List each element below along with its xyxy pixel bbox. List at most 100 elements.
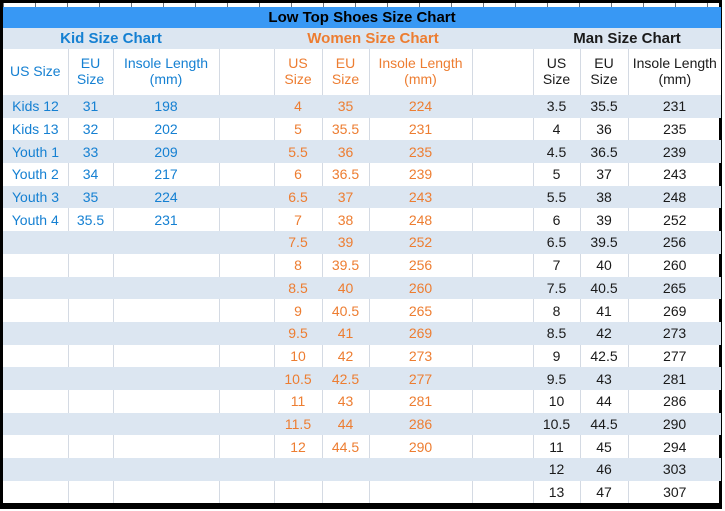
spacer-cell [219, 95, 274, 118]
cell-kid-insole [113, 412, 219, 436]
cell-kid-us [3, 344, 69, 368]
spacer-cell [219, 480, 275, 504]
cell-man-eu: 39.5 [580, 231, 628, 254]
cell-women-insole: 239 [369, 163, 473, 186]
cell-kid-insole [113, 344, 220, 368]
cell-man-us: 6.5 [533, 231, 580, 254]
cell-man-us: 9 [533, 344, 581, 368]
cell-women-insole [369, 458, 472, 481]
spacer-cell [219, 185, 274, 209]
cell-kid-eu [68, 458, 113, 481]
cell-man-eu: 46 [580, 458, 628, 481]
spacer-cell [219, 140, 274, 164]
cell-kid-insole [113, 299, 220, 322]
cell-man-insole: 307 [663, 484, 687, 501]
cell-man-us: 10.5 [533, 412, 580, 436]
cell-women-eu: 36.5 [322, 163, 370, 186]
cell-kid-eu: 35.5 [68, 208, 114, 232]
cell-kid-insole [113, 435, 220, 458]
cell-women-us: 11.5 [274, 412, 322, 436]
spacer-cell [219, 389, 275, 413]
cell-kid-us: Kids 13 [3, 117, 69, 141]
cell-man-insole: 294 [663, 438, 687, 455]
cell-man-eu: 35.5 [580, 95, 628, 118]
cell-kid-us [3, 367, 68, 390]
cell-man-eu: 40.5 [580, 276, 628, 300]
table-row: 8.5 40 260 7.5 40.5 265 [3, 276, 722, 300]
cell-women-insole: 243 [369, 185, 472, 209]
cell-women-insole [369, 480, 473, 504]
table-row: Youth 1 33 209 5.5 36 235 4.5 36.5 239 [3, 140, 722, 164]
cell-man-us: 7 [533, 253, 581, 277]
cell-women-insole: 231 [369, 117, 473, 141]
cell-kid-eu [68, 389, 114, 413]
cell-kid-insole [113, 480, 220, 504]
cell-women-us: 7 [274, 208, 323, 232]
cell-kid-us [3, 412, 68, 436]
cell-man-insole: 277 [663, 347, 687, 364]
cell-man-us: 6 [533, 208, 581, 232]
spacer-cell [219, 253, 275, 277]
cell-man-eu: 41 [580, 299, 629, 322]
spacer-cell [472, 231, 533, 254]
kid-eu-size-header: EU Size [68, 49, 114, 95]
size-chart-table: Low Top Shoes Size Chart Kid Size Chart … [3, 7, 722, 504]
cell-kid-insole: 209 [113, 140, 219, 164]
women-eu-size-header: EU Size [322, 49, 370, 95]
cell-kid-us [3, 435, 69, 458]
cell-kid-us [3, 299, 69, 322]
cell-women-us: 9.5 [274, 321, 322, 345]
cell-women-us: 9 [274, 299, 323, 322]
cell-man-insole: 303 [628, 458, 722, 481]
cell-kid-us [3, 253, 69, 277]
cell-women-us: 11 [274, 389, 323, 413]
spacer-cell [472, 480, 534, 504]
cell-kid-us: Youth 2 [3, 163, 69, 186]
cell-man-insole: 235 [663, 121, 687, 138]
table-row: 9 40.5 265 8 41 269 [3, 299, 721, 322]
cell-man-eu: 44.5 [580, 412, 628, 436]
spacer-cell [219, 321, 274, 345]
cell-man-us: 9.5 [533, 367, 580, 390]
table-row: 11.5 44 286 10.5 44.5 290 [3, 412, 722, 436]
cell-women-eu: 35 [322, 95, 369, 118]
cell-women-us: 12 [274, 435, 323, 458]
cell-women-us: 8.5 [274, 276, 322, 300]
cell-kid-eu: 31 [68, 95, 113, 118]
spacer-cell [472, 321, 533, 345]
cell-man-eu: 43 [580, 367, 628, 390]
cell-man-insole: 248 [628, 185, 722, 209]
spacer-cell [472, 276, 533, 300]
spacer-cell [472, 185, 533, 209]
table-row: 10.5 42.5 277 9.5 43 281 [3, 367, 722, 390]
spacer-cell [219, 367, 274, 390]
cell-women-eu: 44 [322, 412, 369, 436]
kid-us-size-header: US Size [3, 49, 69, 95]
cell-women-eu: 42.5 [322, 367, 369, 390]
spacer-cell [219, 458, 274, 481]
cell-women-insole: 281 [369, 389, 473, 413]
size-data-body: Kids 12 31 198 4 35 224 3.5 35.5 231 Kids 13 32 202… [3, 95, 722, 504]
cell-kid-us: Youth 3 [3, 185, 68, 209]
cell-man-us: 13 [533, 480, 581, 504]
spacer-cell [219, 231, 274, 254]
cell-women-eu: 40 [322, 276, 369, 300]
cell-women-us: 5.5 [274, 140, 322, 164]
cell-man-insole: 256 [628, 231, 722, 254]
cell-women-insole: 235 [369, 140, 472, 164]
kid-insole-length-header: Insole Length (mm) [113, 49, 220, 95]
cell-women-insole: 256 [369, 253, 473, 277]
cell-kid-insole [113, 231, 219, 254]
cell-man-eu: 45 [580, 435, 629, 458]
cell-women-us: 6.5 [274, 185, 322, 209]
table-row: Kids 13 32 202 5 35.5 231 4 36 235 [3, 117, 721, 141]
cell-kid-us: Youth 1 [3, 140, 68, 164]
cell-women-eu: 39 [322, 231, 369, 254]
cell-man-eu: 36 [580, 117, 629, 141]
cell-kid-insole: 198 [113, 95, 219, 118]
section-title-kid: Kid Size Chart [3, 28, 219, 49]
cell-kid-us [3, 389, 69, 413]
cell-women-insole: 224 [369, 95, 472, 118]
title-row: Low Top Shoes Size Chart [3, 7, 722, 28]
